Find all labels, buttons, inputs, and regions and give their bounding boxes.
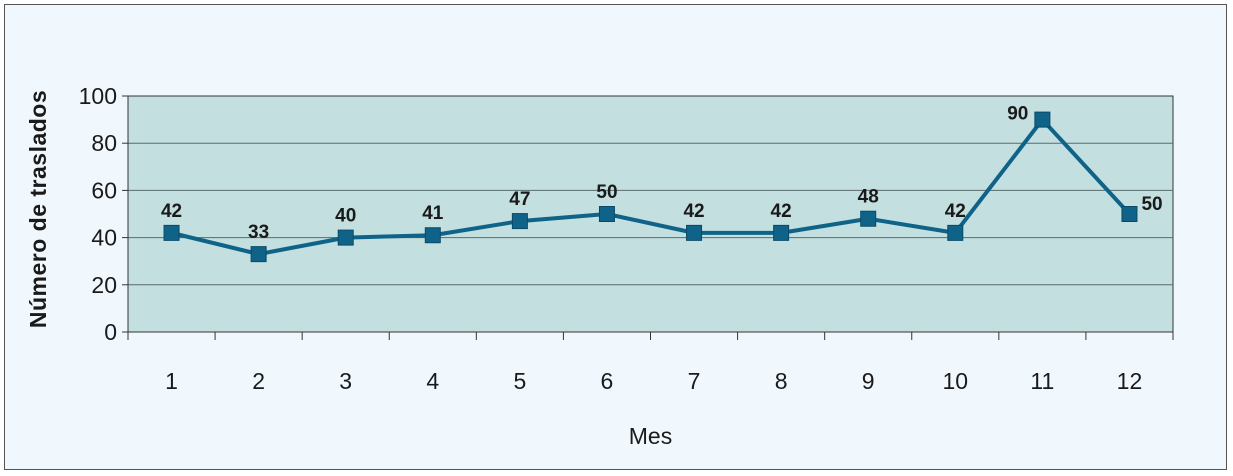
y-axis-title: Número de traslados bbox=[25, 90, 51, 328]
y-tick-label: 60 bbox=[91, 177, 117, 203]
y-tick-label: 100 bbox=[79, 83, 117, 109]
x-tick-label: 3 bbox=[339, 368, 352, 394]
x-tick-label: 9 bbox=[862, 368, 875, 394]
data-point-marker bbox=[1034, 111, 1051, 128]
x-tick-label: 6 bbox=[601, 368, 614, 394]
x-axis-title: Mes bbox=[629, 423, 672, 449]
data-label: 42 bbox=[161, 201, 182, 222]
data-label: 50 bbox=[596, 182, 617, 203]
x-tick-label: 12 bbox=[1117, 368, 1143, 394]
data-label: 33 bbox=[248, 222, 269, 243]
x-tick-label: 5 bbox=[513, 368, 526, 394]
x-tick-label: 7 bbox=[688, 368, 701, 394]
data-label: 47 bbox=[509, 189, 530, 210]
x-tick-label: 4 bbox=[426, 368, 439, 394]
y-tick-label: 20 bbox=[91, 272, 117, 298]
x-tick-label: 1 bbox=[165, 368, 178, 394]
series-markers bbox=[163, 111, 1138, 263]
x-tick-label: 8 bbox=[775, 368, 788, 394]
data-point-marker bbox=[511, 213, 528, 230]
y-tick-label: 80 bbox=[91, 130, 117, 156]
data-label: 48 bbox=[858, 187, 879, 208]
data-label: 41 bbox=[422, 203, 444, 224]
x-tick-label: 10 bbox=[942, 368, 968, 394]
data-label: 42 bbox=[945, 201, 966, 222]
y-tick-label: 0 bbox=[104, 319, 117, 345]
x-tick-label: 11 bbox=[1030, 368, 1054, 394]
data-point-marker bbox=[1121, 206, 1138, 222]
x-tick-label: 2 bbox=[252, 368, 265, 394]
data-point-marker bbox=[598, 206, 615, 222]
data-point-marker bbox=[947, 224, 964, 241]
data-point-marker bbox=[163, 224, 180, 241]
y-axis-ticks: 0 20 40 60 80 100 bbox=[79, 83, 117, 345]
data-label: 42 bbox=[683, 201, 704, 222]
series-line bbox=[171, 117, 1131, 257]
data-label: 90 bbox=[1007, 104, 1028, 125]
data-point-marker bbox=[860, 210, 877, 227]
data-point-marker bbox=[773, 224, 790, 241]
data-point-marker bbox=[337, 229, 354, 246]
data-labels: 42 33 40 41 47 50 42 42 48 42 90 50 bbox=[161, 104, 1163, 244]
x-axis-ticks: 1 2 3 4 5 6 7 8 9 10 11 12 bbox=[165, 368, 1142, 394]
gridlines bbox=[128, 142, 1173, 286]
plot-area bbox=[127, 95, 1174, 333]
data-point-marker bbox=[686, 224, 703, 241]
y-tick-label: 40 bbox=[91, 225, 117, 251]
data-point-marker bbox=[250, 246, 267, 263]
data-point-marker bbox=[424, 227, 441, 244]
data-label: 50 bbox=[1141, 194, 1162, 215]
data-label: 42 bbox=[771, 201, 792, 222]
data-label: 40 bbox=[335, 206, 356, 227]
axes bbox=[122, 95, 1174, 340]
